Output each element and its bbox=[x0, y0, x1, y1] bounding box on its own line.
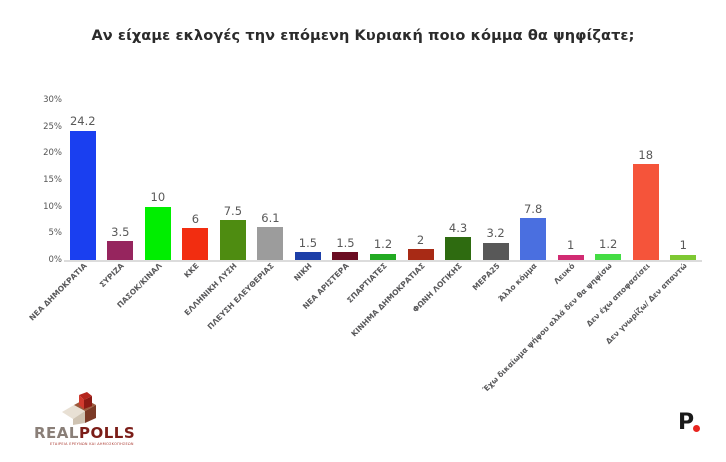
bar-slot: 1.2 bbox=[589, 100, 627, 260]
bar-value-label: 1 bbox=[679, 238, 687, 253]
bar[interactable] bbox=[332, 252, 359, 260]
bar-slot: 6.1 bbox=[252, 100, 290, 260]
y-axis-tick: 10% bbox=[43, 201, 62, 212]
bar-slot: 7.8 bbox=[514, 100, 552, 260]
realpolls-tagline: ΕΤΑΙΡΕΙΑ ΕΡΕΥΝΩΝ ΚΑΙ ΔΗΜΟΣΚΟΠΗΣΕΩΝ bbox=[50, 442, 134, 446]
bar-value-label: 4.3 bbox=[448, 220, 468, 235]
realpolls-wordmark: REALPOLLS bbox=[34, 426, 144, 441]
realpolls-logo: REALPOLLS ΕΤΑΙΡΕΙΑ ΕΡΕΥΝΩΝ ΚΑΙ ΔΗΜΟΣΚΟΠΗ… bbox=[34, 392, 144, 450]
plot-area: 30% 25% 20% 15% 10% 5% 0% 24.2 3.5 10 6 7.5 6.1 1.5 1… bbox=[0, 96, 726, 265]
x-axis-tick-label: ΠΛΕΥΣΗ ΕΛΕΥΘΕΡΙΑΣ bbox=[206, 261, 277, 332]
bar-slot: 7.5 bbox=[214, 100, 252, 260]
x-axis-labels: ΝΕΑ ΔΗΜΟΚΡΑΤΙΑ ΣΥΡΙΖΑ ΠΑΣΟΚ/ΚΙΝΑΛ ΚΚΕ ΕΛΛΗΝΙ… bbox=[27, 261, 702, 394]
x-axis-tick-label: Λευκό bbox=[551, 261, 577, 286]
p-letter: P bbox=[678, 410, 695, 435]
bar[interactable] bbox=[557, 254, 584, 260]
bar[interactable] bbox=[595, 253, 622, 260]
bar[interactable] bbox=[520, 218, 547, 260]
bar-slot: 3.2 bbox=[477, 100, 515, 260]
bar-slot: 1.5 bbox=[289, 100, 327, 260]
bar-value-label: 7.5 bbox=[223, 203, 243, 218]
bar-value-label: 1.5 bbox=[298, 235, 318, 250]
bar-value-label: 1 bbox=[567, 238, 575, 253]
bar-value-label: 10 bbox=[150, 190, 166, 205]
y-axis-tick: 20% bbox=[43, 148, 62, 159]
bar-value-label: 1.2 bbox=[373, 237, 393, 252]
y-axis: 30% 25% 20% 15% 10% 5% 0% bbox=[22, 96, 63, 265]
bar[interactable] bbox=[294, 252, 321, 260]
bar[interactable] bbox=[482, 242, 509, 260]
bar[interactable] bbox=[370, 253, 397, 260]
x-axis-line bbox=[64, 260, 702, 262]
logo-polls-text: POLLS bbox=[78, 424, 136, 442]
y-axis-tick: 30% bbox=[43, 94, 62, 105]
x-axis-tick-label: Δεν γνωρίζω/ Δεν απαντώ bbox=[604, 261, 689, 346]
red-dot-icon bbox=[693, 425, 700, 432]
x-axis-tick-label: ΚΚΕ bbox=[182, 261, 202, 280]
bar[interactable] bbox=[407, 249, 434, 260]
bar-value-label: 1.2 bbox=[599, 237, 618, 252]
x-axis-tick-label: ΝΕΑ ΔΗΜΟΚΡΑΤΙΑ bbox=[27, 261, 89, 323]
y-axis-tick: 5% bbox=[48, 228, 63, 239]
y-axis-tick: 0% bbox=[48, 254, 63, 265]
y-axis-tick: 15% bbox=[43, 174, 62, 185]
bar-slot: 4.3 bbox=[439, 100, 477, 260]
bar-slot: 1.5 bbox=[327, 100, 365, 260]
x-axis-tick-label: Άλλο κόμμα bbox=[496, 261, 539, 304]
y-axis-tick: 25% bbox=[43, 121, 62, 132]
bar[interactable] bbox=[107, 241, 134, 260]
bar[interactable] bbox=[670, 254, 697, 260]
logo-real-text: REAL bbox=[34, 424, 79, 442]
bar-value-label: 3.5 bbox=[111, 224, 130, 239]
bar-slot: 1.2 bbox=[364, 100, 402, 260]
bar-value-label: 7.8 bbox=[523, 201, 543, 216]
bar[interactable] bbox=[445, 237, 472, 260]
bar-value-label: 18 bbox=[638, 147, 654, 162]
bar-slot: 10 bbox=[139, 100, 177, 260]
bar[interactable] bbox=[182, 228, 209, 260]
bar-value-label: 2 bbox=[416, 232, 425, 247]
bar[interactable] bbox=[632, 164, 659, 260]
bar-value-label: 6.1 bbox=[261, 210, 280, 225]
cube-icon bbox=[62, 392, 96, 425]
x-axis-tick-label: ΜΕΡΑ25 bbox=[470, 261, 502, 293]
bar[interactable] bbox=[219, 220, 246, 260]
bar[interactable] bbox=[144, 206, 171, 260]
x-axis-tick-label: ΣΥΡΙΖΑ bbox=[98, 261, 126, 290]
bar-slot: 18 bbox=[627, 100, 665, 260]
bar-value-label: 1.5 bbox=[336, 235, 355, 250]
bar[interactable] bbox=[257, 227, 284, 260]
bar-series: 24.2 3.5 10 6 7.5 6.1 1.5 1.5 1.2 2 4.3 3.2 7.8 1 1.2 1… bbox=[64, 100, 702, 260]
bar-value-label: 3.2 bbox=[486, 226, 505, 241]
x-axis-tick-label: Έχω δικαίωμα ψήφου αλλά δεν θα ψηφίσω bbox=[481, 261, 614, 394]
bar-slot: 1 bbox=[665, 100, 703, 260]
bar-value-label: 6 bbox=[191, 211, 200, 226]
x-axis-tick-label: ΚΙΝΗΜΑ ΔΗΜΟΚΡΑΤΙΑΣ bbox=[348, 261, 427, 339]
bar-slot: 3.5 bbox=[102, 100, 140, 260]
bar-value-label: 24.2 bbox=[69, 114, 96, 129]
bar-slot: 24.2 bbox=[64, 100, 102, 260]
bar-slot: 1 bbox=[552, 100, 590, 260]
p-watermark-logo: P bbox=[678, 412, 712, 440]
chart-title: Αν είχαμε εκλογές την επόμενη Κυριακή πο… bbox=[91, 28, 635, 44]
bar-slot: 2 bbox=[402, 100, 440, 260]
bar-slot: 6 bbox=[177, 100, 215, 260]
bar[interactable] bbox=[69, 130, 96, 260]
x-axis-tick-label: ΝΙΚΗ bbox=[292, 261, 314, 283]
